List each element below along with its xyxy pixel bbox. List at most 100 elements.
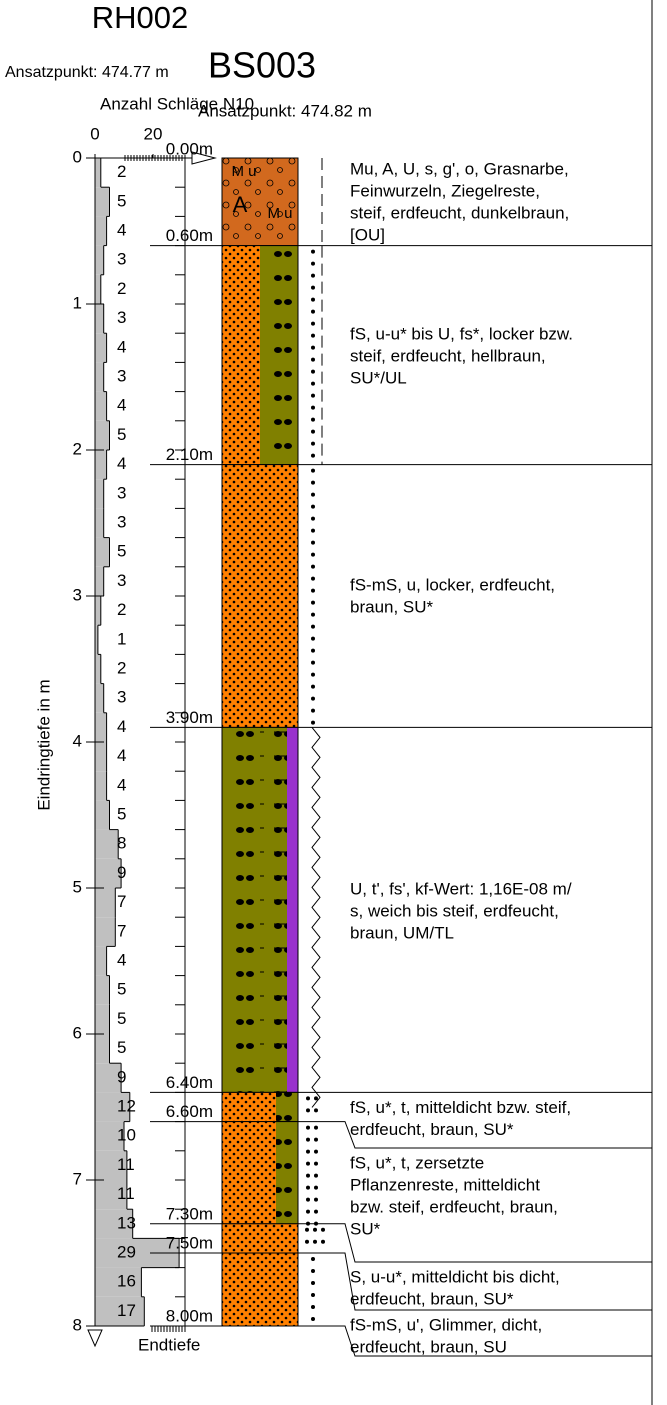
blow-bar <box>95 830 118 859</box>
consistency-dot <box>306 1210 310 1214</box>
consistency-dot <box>321 1240 325 1244</box>
layer-description: Pflanzenreste, mitteldicht <box>350 1175 540 1194</box>
consistency-dot <box>314 1210 318 1214</box>
blow-label: 4 <box>117 746 126 765</box>
soil-pattern <box>222 1122 276 1224</box>
consistency-dot <box>314 1174 318 1178</box>
consistency-dot <box>311 1269 315 1273</box>
depth-label: 2.10m <box>166 445 213 464</box>
blow-label: 8 <box>117 834 126 853</box>
consistency-dot <box>311 553 315 557</box>
layer-description: fS, u-u* bis U, fs*, locker bzw. <box>350 325 573 344</box>
drilling-log: RH002 Ansatzpunkt: 474.77 m BS003 Anzahl… <box>0 0 667 1405</box>
layer-description: Mu, A, U, s, g', o, Grasnarbe, <box>350 159 569 178</box>
blow-bar <box>95 771 107 800</box>
blow-bar <box>95 946 107 975</box>
layer-description: U, t', fs', kf-Wert: 1,16E-08 m/ <box>350 879 572 898</box>
consistency-dot <box>311 709 315 713</box>
blow-label: 4 <box>117 950 126 969</box>
consistency-dot <box>311 442 315 446</box>
layer-description: [OU] <box>350 225 385 244</box>
blow-bar <box>95 187 110 216</box>
blow-label: 4 <box>117 454 126 473</box>
blow-bar <box>95 392 107 421</box>
blow-bar <box>95 596 101 625</box>
blow-label: 4 <box>117 220 126 239</box>
consistency-dot <box>306 1138 310 1142</box>
blow-bar <box>95 917 115 946</box>
blow-label: 3 <box>117 483 126 502</box>
consistency-dot <box>311 589 315 593</box>
layer-description: braun, UM/TL <box>350 923 454 942</box>
blow-label: 3 <box>117 688 126 707</box>
blow-label: 11 <box>117 1184 135 1203</box>
consistency-dot <box>306 1198 310 1202</box>
consistency-dot <box>314 1138 318 1142</box>
consistency-dot <box>311 673 315 677</box>
consistency-dot <box>311 469 315 473</box>
consistency-dot <box>314 1186 318 1190</box>
y-tick-label: 2 <box>73 439 82 458</box>
y-tick-label: 3 <box>73 585 82 604</box>
blow-label: 9 <box>117 1067 126 1086</box>
y-tick-label: 0 <box>73 147 82 166</box>
soil-pattern <box>222 1224 298 1253</box>
consistency-dot <box>306 1162 310 1166</box>
y-tick-label: 1 <box>73 293 82 312</box>
blow-bar <box>95 333 107 362</box>
soil-pattern <box>222 1092 276 1121</box>
blow-bar <box>95 976 110 1005</box>
consistency-dot <box>311 298 315 302</box>
blow-bar <box>95 158 101 187</box>
consistency-dot <box>314 1162 318 1166</box>
consistency-dot <box>311 394 315 398</box>
soil-pattern <box>276 1092 298 1121</box>
blow-label: 4 <box>117 396 126 415</box>
soil-symbol: M u <box>267 205 292 222</box>
blow-bar <box>95 538 110 567</box>
blow-label: 5 <box>117 191 126 210</box>
depth-label: 7.50m <box>166 1233 213 1252</box>
consistency-dot <box>311 505 315 509</box>
blow-label: 17 <box>117 1301 136 1320</box>
blow-label: 7 <box>117 892 126 911</box>
consistency-dot <box>311 286 315 290</box>
blow-bar <box>95 742 107 771</box>
consistency-dot <box>314 1108 318 1112</box>
consistency <box>312 727 320 1107</box>
depth-label: 7.30m <box>166 1204 213 1223</box>
blow-bar <box>95 450 107 479</box>
consistency-dot <box>311 430 315 434</box>
layer-description: SU*/UL <box>350 369 407 388</box>
soil-pattern <box>222 465 298 728</box>
consistency-dot <box>311 1317 315 1321</box>
blow-bar <box>95 421 110 450</box>
layer-description: erdfeucht, braun, SU* <box>350 1120 514 1139</box>
layer-description: erdfeucht, braun, SU* <box>350 1289 514 1308</box>
consistency-dot <box>311 637 315 641</box>
depth-label: 3.90m <box>166 708 213 727</box>
consistency-dot <box>306 1150 310 1154</box>
blow-label: 5 <box>117 1009 126 1028</box>
consistency-dot <box>305 1240 309 1244</box>
soil-pattern <box>222 246 260 465</box>
consistency-dot <box>311 370 315 374</box>
consistency-dot <box>311 346 315 350</box>
layer-description: S, u-u*, mitteldicht bis dicht, <box>350 1267 560 1286</box>
blow-bar <box>95 567 104 596</box>
consistency-dot <box>311 685 315 689</box>
sounding-elevation: Ansatzpunkt: 474.77 m <box>5 64 169 81</box>
blow-bar <box>95 246 104 275</box>
soil-fill <box>287 727 298 1092</box>
blow-label: 3 <box>117 571 126 590</box>
y-tick-label: 4 <box>73 731 82 750</box>
consistency-dot <box>311 529 315 533</box>
consistency-dot <box>311 310 315 314</box>
blow-label: 5 <box>117 1038 126 1057</box>
blow-label: 1 <box>117 629 126 648</box>
soil-symbol: M u <box>231 163 256 180</box>
blow-label: 29 <box>117 1242 136 1261</box>
blow-bar <box>95 508 104 537</box>
blow-bar <box>95 888 115 917</box>
layer-description: fS-mS, u', Glimmer, dicht, <box>350 1315 542 1334</box>
